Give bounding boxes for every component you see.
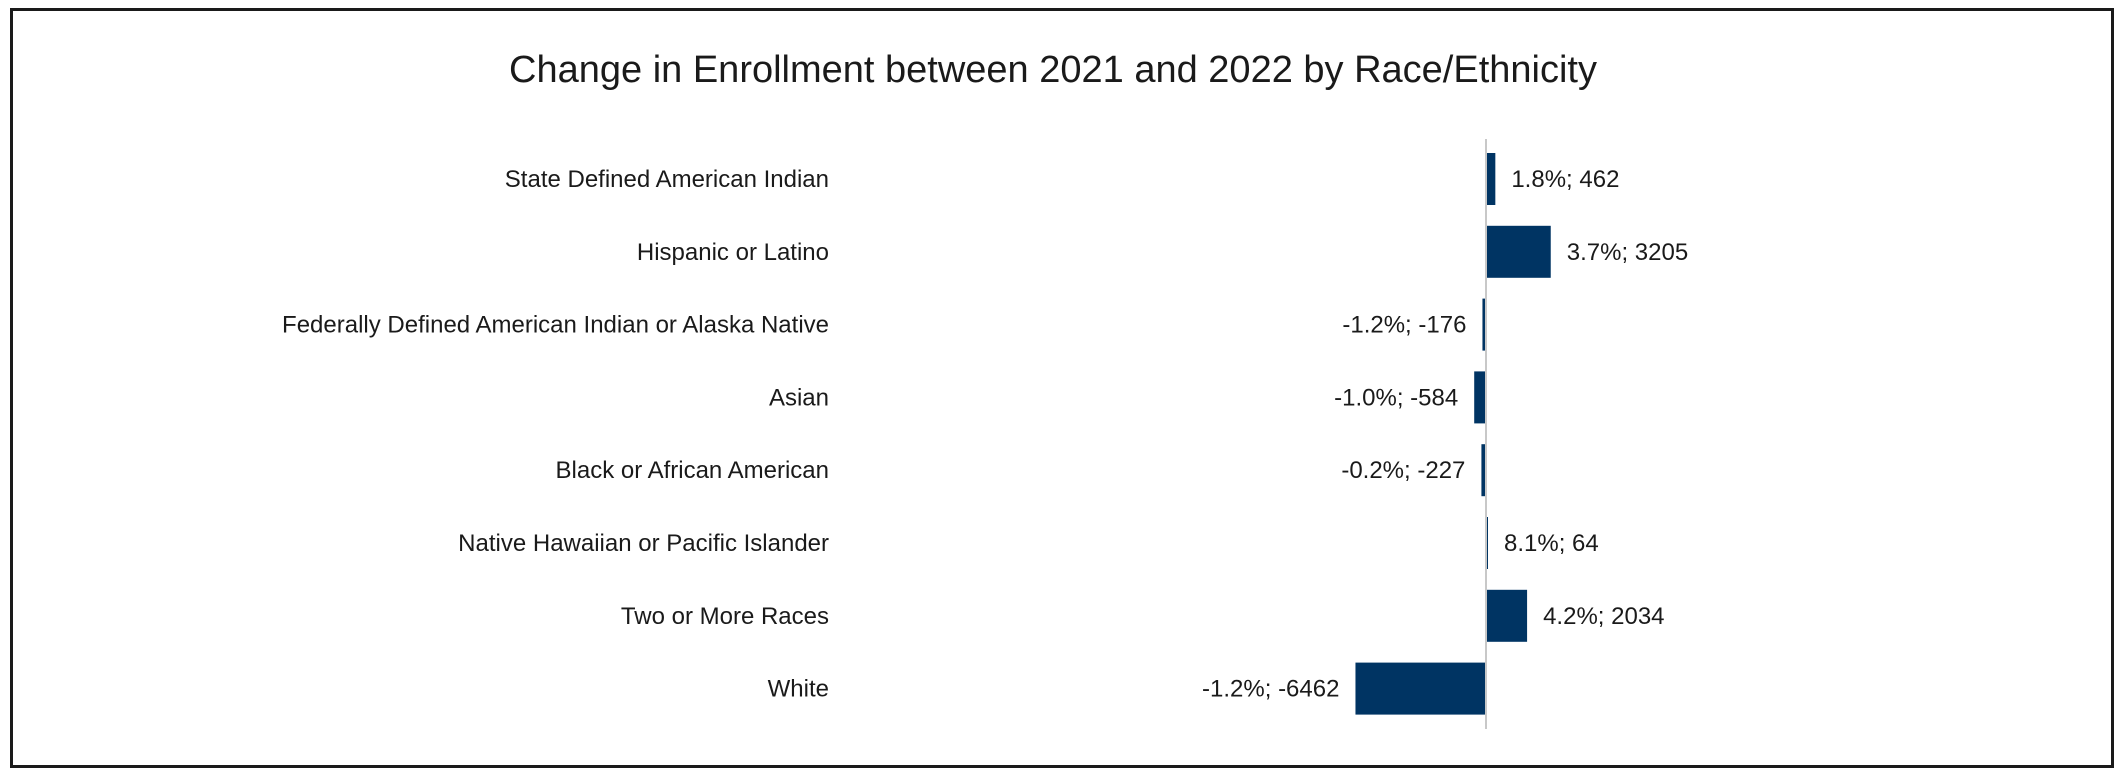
bars — [1355, 153, 1551, 715]
data-label: 1.8%; 462 — [1511, 166, 1619, 193]
category-labels: State Defined American Indian Hispanic or… — [282, 166, 829, 703]
data-label: -0.2%; -227 — [1341, 457, 1465, 484]
bar — [1486, 589, 1528, 642]
data-label: -1.2%; -176 — [1342, 312, 1466, 339]
data-label: 3.7%; 3205 — [1567, 239, 1688, 266]
chart-title: Change in Enrollment between 2021 and 20… — [509, 49, 1597, 91]
chart-canvas: Change in Enrollment between 2021 and 20… — [282, 49, 1688, 729]
bar — [1481, 444, 1486, 497]
data-labels: 1.8%; 462 3.7%; 3205 -1.2%; -176 -1.0%; -58… — [1202, 166, 1688, 703]
category-label: Federally Defined American Indian or Ala… — [282, 312, 829, 339]
bar — [1482, 298, 1486, 351]
category-label: White — [768, 676, 829, 703]
data-label: 8.1%; 64 — [1504, 530, 1599, 557]
data-label: 4.2%; 2034 — [1543, 603, 1664, 630]
chart-frame: Change in Enrollment between 2021 and 20… — [10, 8, 2114, 768]
bar — [1486, 225, 1551, 278]
bar — [1355, 662, 1486, 715]
category-label: Asian — [769, 384, 829, 411]
category-label: Hispanic or Latino — [637, 239, 829, 266]
category-label: Black or African American — [556, 457, 829, 484]
bar — [1486, 153, 1496, 205]
bar — [1474, 371, 1486, 424]
data-label: -1.2%; -6462 — [1202, 676, 1339, 703]
category-label: Native Hawaiian or Pacific Islander — [458, 530, 829, 557]
category-label: State Defined American Indian — [505, 166, 829, 193]
category-label: Two or More Races — [621, 603, 829, 630]
data-label: -1.0%; -584 — [1334, 384, 1458, 411]
